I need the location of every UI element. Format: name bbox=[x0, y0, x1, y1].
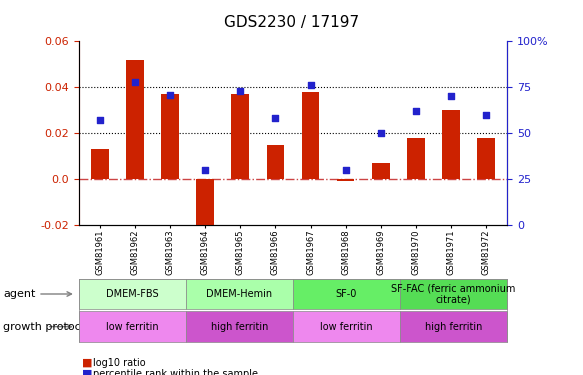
Text: percentile rank within the sample: percentile rank within the sample bbox=[93, 369, 258, 375]
Point bbox=[201, 167, 210, 173]
Text: log10 ratio: log10 ratio bbox=[93, 358, 146, 368]
Point bbox=[95, 117, 104, 123]
Point bbox=[447, 93, 456, 99]
Text: low ferritin: low ferritin bbox=[320, 322, 373, 332]
Text: DMEM-FBS: DMEM-FBS bbox=[106, 289, 159, 299]
Point bbox=[166, 92, 175, 98]
Point bbox=[376, 130, 385, 136]
Bar bbox=[266, 145, 284, 179]
Text: SF-0: SF-0 bbox=[336, 289, 357, 299]
Bar bbox=[126, 60, 143, 179]
Text: low ferritin: low ferritin bbox=[106, 322, 159, 332]
Bar bbox=[161, 94, 179, 179]
Text: DMEM-Hemin: DMEM-Hemin bbox=[206, 289, 272, 299]
Text: SF-FAC (ferric ammonium
citrate): SF-FAC (ferric ammonium citrate) bbox=[391, 283, 516, 305]
Text: ■: ■ bbox=[82, 369, 92, 375]
Bar bbox=[337, 179, 354, 182]
Text: ■: ■ bbox=[82, 358, 92, 368]
Bar bbox=[91, 149, 108, 179]
Point bbox=[271, 116, 280, 122]
Text: high ferritin: high ferritin bbox=[210, 322, 268, 332]
Bar bbox=[477, 138, 495, 179]
Bar bbox=[196, 179, 214, 230]
Bar bbox=[442, 110, 460, 179]
Text: agent: agent bbox=[3, 289, 72, 299]
Text: high ferritin: high ferritin bbox=[425, 322, 482, 332]
Bar bbox=[407, 138, 424, 179]
Text: growth protocol: growth protocol bbox=[3, 322, 90, 332]
Point bbox=[236, 88, 245, 94]
Text: GDS2230 / 17197: GDS2230 / 17197 bbox=[224, 15, 359, 30]
Bar bbox=[231, 94, 249, 179]
Point bbox=[130, 79, 139, 85]
Point bbox=[341, 167, 350, 173]
Bar bbox=[302, 92, 319, 179]
Bar bbox=[372, 163, 389, 179]
Point bbox=[411, 108, 420, 114]
Point bbox=[482, 112, 491, 118]
Point bbox=[306, 82, 315, 88]
